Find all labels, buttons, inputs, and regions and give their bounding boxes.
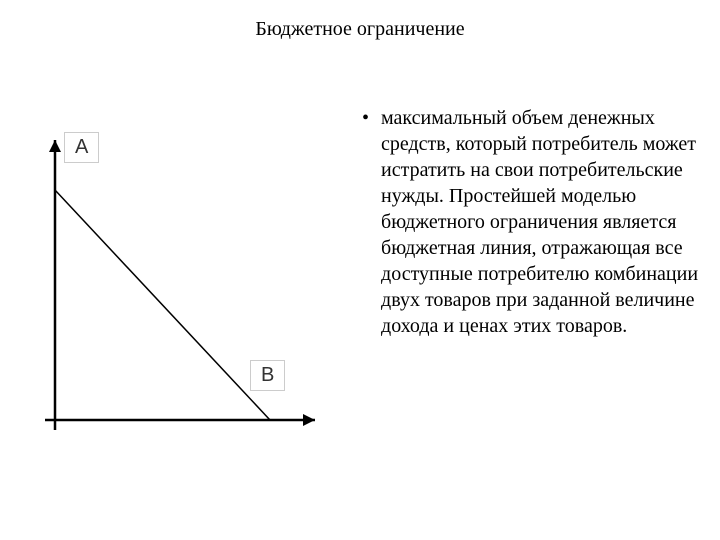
description-area: • максимальный объем денежных средств, к… xyxy=(360,105,700,339)
axis-label-a: A xyxy=(64,132,99,163)
x-axis-arrow xyxy=(303,414,315,426)
chart-svg xyxy=(35,130,335,440)
bullet-marker: • xyxy=(362,105,369,339)
page-title: Бюджетное ограничение xyxy=(0,18,720,41)
budget-line xyxy=(55,190,270,420)
description-text: максимальный объем денежных средств, кот… xyxy=(381,105,700,339)
axis-label-b: B xyxy=(250,360,285,391)
bullet-item: • максимальный объем денежных средств, к… xyxy=(360,105,700,339)
y-axis-arrow xyxy=(49,140,61,152)
budget-chart: A B xyxy=(35,130,335,440)
